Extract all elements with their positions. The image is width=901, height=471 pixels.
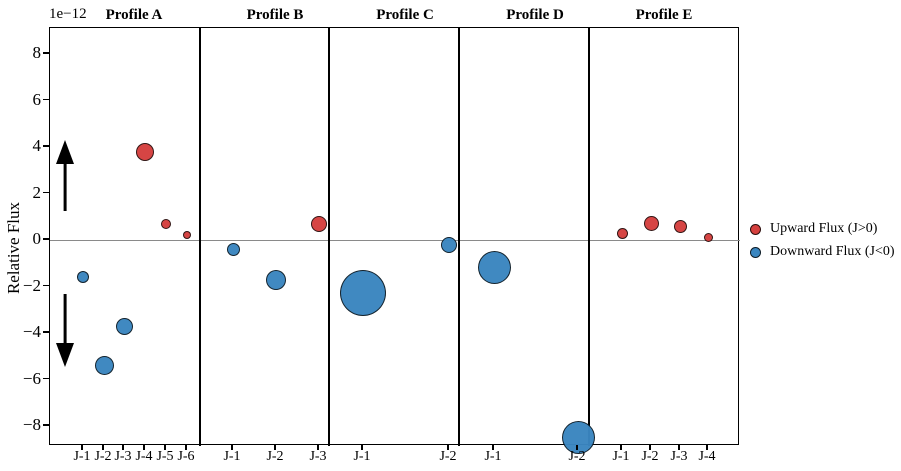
- up-arrow-icon: [56, 140, 74, 211]
- x-tick-mark: [361, 445, 363, 450]
- x-tick-label: J-4: [698, 449, 716, 464]
- y-tick-label: −4: [22, 322, 41, 341]
- panel-title: Profile D: [506, 7, 564, 23]
- y-tick-mark: [43, 377, 49, 380]
- x-tick-mark: [317, 445, 319, 450]
- downward-flux-point: [115, 317, 133, 335]
- legend-row-upward: Upward Flux (J>0): [750, 221, 895, 237]
- downward-flux-point: [77, 271, 89, 284]
- y-tick-label: −6: [22, 368, 41, 388]
- panel-separator: [328, 28, 330, 446]
- x-tick-label: J-2: [266, 449, 284, 464]
- upward-flux-point: [161, 218, 171, 229]
- upward-flux-point: [643, 216, 659, 232]
- x-tick-mark: [274, 445, 276, 450]
- x-tick-label: J-2: [94, 449, 112, 464]
- y-tick-mark: [43, 52, 49, 54]
- y-tick-mark: [43, 424, 49, 426]
- y-tick-mark: [43, 331, 49, 333]
- y-tick-mark: [43, 191, 49, 194]
- x-tick-label: J-1: [73, 449, 91, 464]
- x-tick-label: J-3: [114, 449, 132, 464]
- legend-label-downward: Downward Flux (J<0): [770, 244, 895, 259]
- x-tick-mark: [492, 445, 494, 450]
- y-tick-label: 4: [32, 136, 42, 155]
- down-arrow-icon: [56, 294, 74, 367]
- y-tick-mark: [43, 238, 49, 240]
- y-tick-label: 8: [32, 43, 42, 62]
- upward-flux-legend-dot: [750, 223, 761, 235]
- legend: Upward Flux (J>0) Downward Flux (J<0): [750, 221, 895, 260]
- x-tick-mark: [164, 445, 166, 450]
- downward-flux-point: [441, 236, 457, 253]
- x-tick-mark: [143, 445, 145, 450]
- downward-flux-legend-dot: [750, 246, 761, 258]
- panel-title: Profile C: [376, 7, 434, 23]
- x-tick-label: J-1: [353, 449, 371, 464]
- y-tick-mark: [43, 145, 49, 147]
- panel-title: Profile B: [246, 7, 304, 23]
- panel-title: Profile A: [105, 7, 163, 23]
- y-axis-offset-label: 1e−12: [49, 6, 87, 22]
- plot-area: [49, 27, 740, 455]
- x-tick-label: J-1: [612, 449, 630, 464]
- x-tick-mark: [576, 445, 578, 450]
- legend-label-upward: Upward Flux (J>0): [770, 221, 878, 236]
- legend-row-downward: Downward Flux (J<0): [750, 244, 895, 260]
- x-tick-mark: [447, 445, 449, 450]
- upward-flux-point: [136, 142, 154, 161]
- panel-title: Profile E: [635, 7, 693, 23]
- y-tick-mark: [43, 284, 49, 287]
- upward-flux-point: [673, 219, 687, 233]
- upward-flux-point: [311, 215, 327, 232]
- x-tick-mark: [185, 445, 187, 450]
- flux-direction-arrows: [56, 140, 74, 367]
- downward-flux-point: [266, 269, 286, 290]
- x-tick-label: J-3: [309, 449, 327, 464]
- downward-flux-point: [226, 242, 240, 256]
- panel-separator: [458, 28, 460, 446]
- y-tick-label: 0: [32, 229, 42, 248]
- x-tick-mark: [231, 445, 233, 450]
- y-tick-mark: [43, 98, 49, 101]
- x-tick-mark: [706, 445, 708, 450]
- upward-flux-point: [703, 233, 713, 243]
- x-tick-label: J-2: [641, 449, 659, 464]
- upward-flux-point: [616, 227, 628, 239]
- downward-flux-point: [477, 251, 511, 285]
- downward-flux-point: [94, 356, 114, 376]
- x-tick-label: J-5: [156, 449, 174, 464]
- downward-flux-point: [561, 421, 595, 455]
- x-tick-mark: [620, 445, 622, 450]
- y-tick-label: 2: [32, 182, 42, 202]
- x-tick-label: J-2: [439, 449, 457, 464]
- downward-flux-point: [340, 270, 386, 317]
- y-tick-label: −8: [22, 415, 41, 434]
- zero-flux-line: [50, 240, 740, 241]
- y-tick-label: 6: [32, 89, 42, 109]
- x-tick-label: J-2: [568, 449, 586, 464]
- x-tick-label: J-3: [670, 449, 688, 464]
- x-tick-label: J-4: [135, 449, 153, 464]
- x-tick-label: J-1: [223, 449, 241, 464]
- x-tick-mark: [81, 445, 83, 450]
- x-tick-mark: [102, 445, 104, 450]
- x-tick-mark: [122, 445, 124, 450]
- y-tick-label: −2: [22, 275, 41, 295]
- x-tick-mark: [678, 445, 680, 450]
- x-tick-label: J-1: [484, 449, 502, 464]
- upward-flux-point: [183, 231, 191, 240]
- panel-separator: [588, 28, 590, 446]
- x-tick-label: J-6: [177, 449, 195, 464]
- panel-separator: [199, 28, 201, 446]
- x-tick-mark: [649, 445, 651, 450]
